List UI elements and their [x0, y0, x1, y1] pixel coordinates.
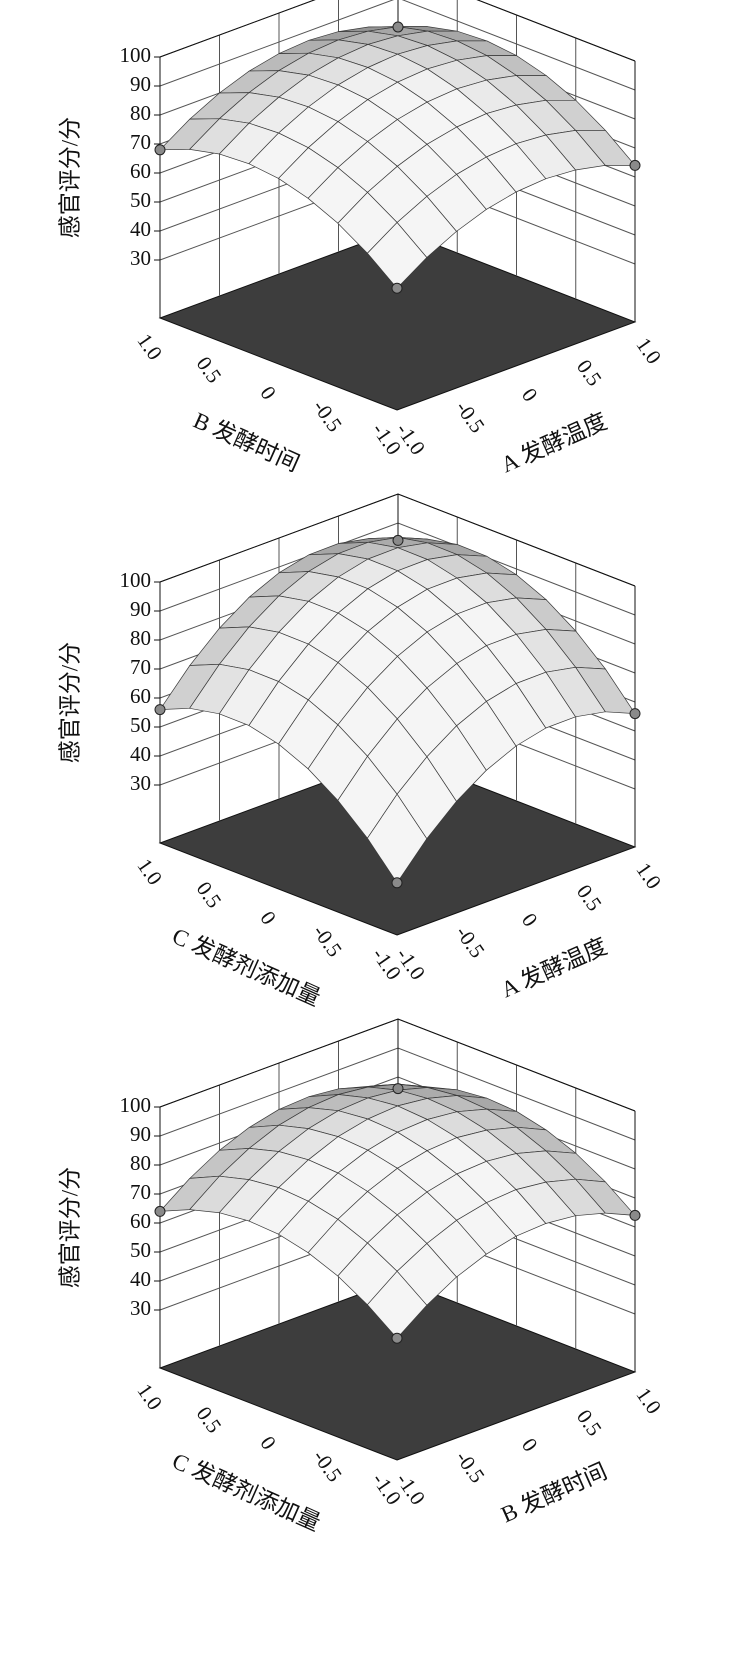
x-tick-label: -0.5 [451, 1446, 490, 1487]
x-tick-label: 0.5 [572, 355, 607, 390]
z-tick-label: 80 [130, 626, 151, 650]
data-point [392, 1083, 404, 1095]
x-tick-label: -0.5 [451, 921, 490, 962]
x-tick-label: 0.5 [572, 880, 607, 915]
data-point [391, 877, 403, 889]
z-axis-title: 感官评分/分 [57, 117, 82, 238]
z-tick-label: 50 [130, 1238, 151, 1262]
data-point [391, 1332, 403, 1344]
box-edge [159, 1018, 636, 1112]
y-tick-label: -0.5 [308, 1445, 347, 1486]
z-tick-label: 90 [130, 72, 151, 96]
surface-cell [366, 1270, 428, 1339]
z-axis-title: 感官评分/分 [57, 1167, 82, 1288]
z-tick-label: 40 [130, 217, 151, 241]
chart-panel: 30405060708090100-1.0-0.500.51.0-1.0-0.5… [57, 0, 666, 477]
z-tick-label: 90 [130, 597, 151, 621]
z-tick-label: 100 [120, 43, 152, 67]
y-axis-title: C 发酵剂添加量 [169, 1448, 325, 1536]
y-tick-label: 0 [255, 1432, 281, 1454]
x-axis-title: B 发酵时间 [497, 1459, 610, 1528]
z-tick-label: 60 [130, 1209, 151, 1233]
x-tick-label: -0.5 [451, 396, 490, 437]
z-tick-label: 80 [130, 101, 151, 125]
chart-panel: 30405060708090100-1.0-0.500.51.0-1.0-0.5… [57, 1018, 666, 1536]
y-tick-label: -0.5 [308, 920, 347, 961]
surface-cell [366, 793, 428, 884]
z-tick-label: 60 [130, 684, 151, 708]
z-tick-label: 70 [130, 655, 151, 679]
y-tick-label: 0 [255, 382, 281, 404]
y-tick-label: 1.0 [132, 854, 167, 889]
z-tick-label: 100 [120, 568, 152, 592]
y-tick-label: -1.0 [367, 943, 406, 984]
data-point [392, 21, 404, 33]
y-tick-label: 0 [255, 907, 281, 929]
y-tick-label: 0.5 [192, 877, 227, 912]
x-tick-label: 1.0 [631, 1383, 666, 1418]
z-tick-label: 30 [130, 246, 151, 270]
box-edge [159, 493, 636, 587]
y-tick-label: 1.0 [132, 329, 167, 364]
x-axis-title: A 发酵温度 [497, 409, 610, 478]
y-tick-label: 0.5 [192, 352, 227, 387]
z-tick-label: 30 [130, 1296, 151, 1320]
z-tick-label: 40 [130, 1267, 151, 1291]
data-point [391, 282, 403, 294]
data-point [154, 1205, 166, 1217]
y-tick-label: 1.0 [132, 1379, 167, 1414]
x-axis-title: A 发酵温度 [497, 934, 610, 1003]
z-axis-title: 感官评分/分 [57, 642, 82, 763]
z-tick-label: 80 [130, 1151, 151, 1175]
z-tick-label: 70 [130, 1180, 151, 1204]
x-tick-label: 0.5 [572, 1405, 607, 1440]
z-tick-label: 60 [130, 159, 151, 183]
x-tick-label: 1.0 [631, 333, 666, 368]
x-tick-label: 0 [517, 384, 543, 406]
data-point [629, 1209, 641, 1221]
z-tick-label: 30 [130, 771, 151, 795]
y-tick-label: 0.5 [192, 1402, 227, 1437]
y-tick-label: -1.0 [367, 1468, 406, 1509]
z-tick-label: 90 [130, 1122, 151, 1146]
y-tick-label: -0.5 [308, 395, 347, 436]
y-axis-title: C 发酵剂添加量 [169, 923, 325, 1011]
data-point [154, 704, 166, 716]
z-tick-label: 100 [120, 1093, 152, 1117]
grid-line [159, 0, 636, 91]
z-tick-label: 50 [130, 713, 151, 737]
x-tick-label: 0 [517, 1434, 543, 1456]
box-edge [159, 0, 636, 62]
x-tick-label: 0 [517, 909, 543, 931]
data-point [629, 159, 641, 171]
y-tick-label: -1.0 [367, 418, 406, 459]
data-point [392, 534, 404, 546]
z-tick-label: 70 [130, 130, 151, 154]
x-tick-label: 1.0 [631, 858, 666, 893]
surface-cell [366, 221, 428, 289]
z-tick-label: 50 [130, 188, 151, 212]
data-point [629, 708, 641, 720]
chart-panel: 30405060708090100-1.0-0.500.51.0-1.0-0.5… [57, 493, 666, 1011]
data-point [154, 144, 166, 156]
y-axis-title: B 发酵时间 [190, 408, 303, 477]
z-tick-label: 40 [130, 742, 151, 766]
